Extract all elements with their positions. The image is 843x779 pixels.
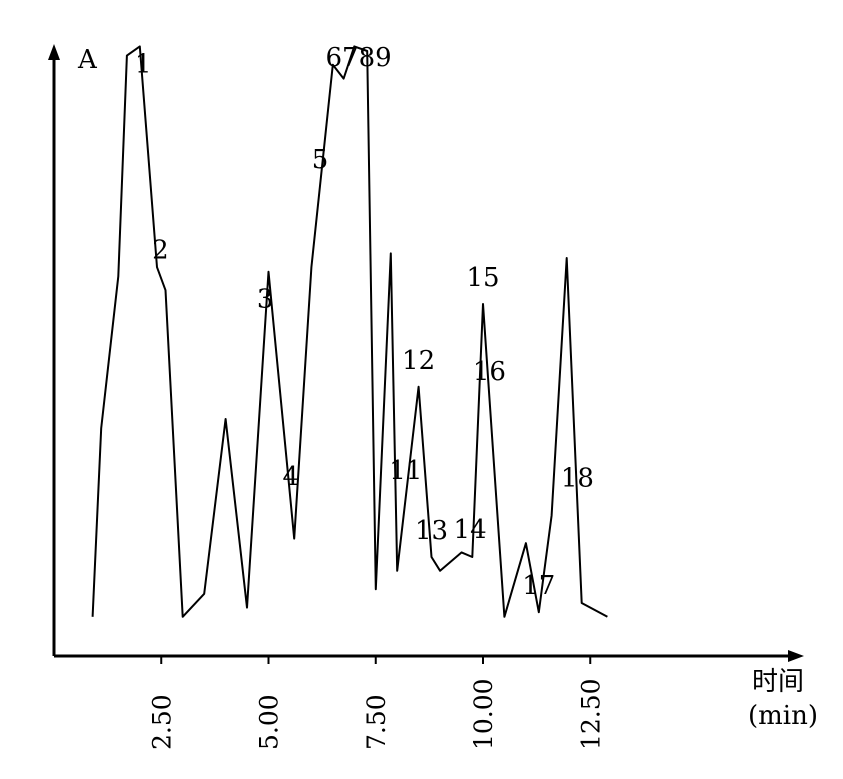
x-axis-label: 时间: [752, 667, 804, 697]
peak-label: 4: [283, 462, 300, 492]
x-tick-label: 12.50: [576, 678, 605, 750]
peak-label: 18: [561, 463, 594, 493]
peak-label: 17: [522, 571, 555, 601]
x-tick-label: 2.50: [147, 694, 176, 750]
peak-label: 13: [415, 516, 448, 546]
x-axis-arrow: [788, 650, 804, 662]
peak-label: 2: [152, 235, 169, 265]
trace-layer: [91, 45, 608, 618]
peak-label: 3: [257, 285, 274, 315]
peak-label: 15: [466, 263, 499, 293]
peak-label: 6789: [326, 43, 392, 73]
axes: [48, 44, 804, 662]
x-ticks: 2.50 5.00 7.50 10.00 12.50: [147, 656, 605, 750]
peak-label: 14: [454, 515, 487, 545]
peak-label: 12: [402, 346, 435, 376]
peak-label: 11: [389, 456, 422, 486]
x-tick-label: 10.00: [469, 678, 498, 750]
x-tick-label: 5.00: [255, 694, 284, 750]
x-tick-label: 7.50: [362, 694, 391, 750]
chromatogram-trace: [91, 45, 608, 618]
peak-label: 1: [135, 50, 152, 80]
peak-label: 5: [312, 145, 329, 175]
y-axis-arrow: [48, 44, 60, 60]
y-axis-label: A: [77, 45, 98, 75]
x-axis-unit: (min): [748, 701, 818, 731]
peak-label: 16: [473, 357, 506, 387]
